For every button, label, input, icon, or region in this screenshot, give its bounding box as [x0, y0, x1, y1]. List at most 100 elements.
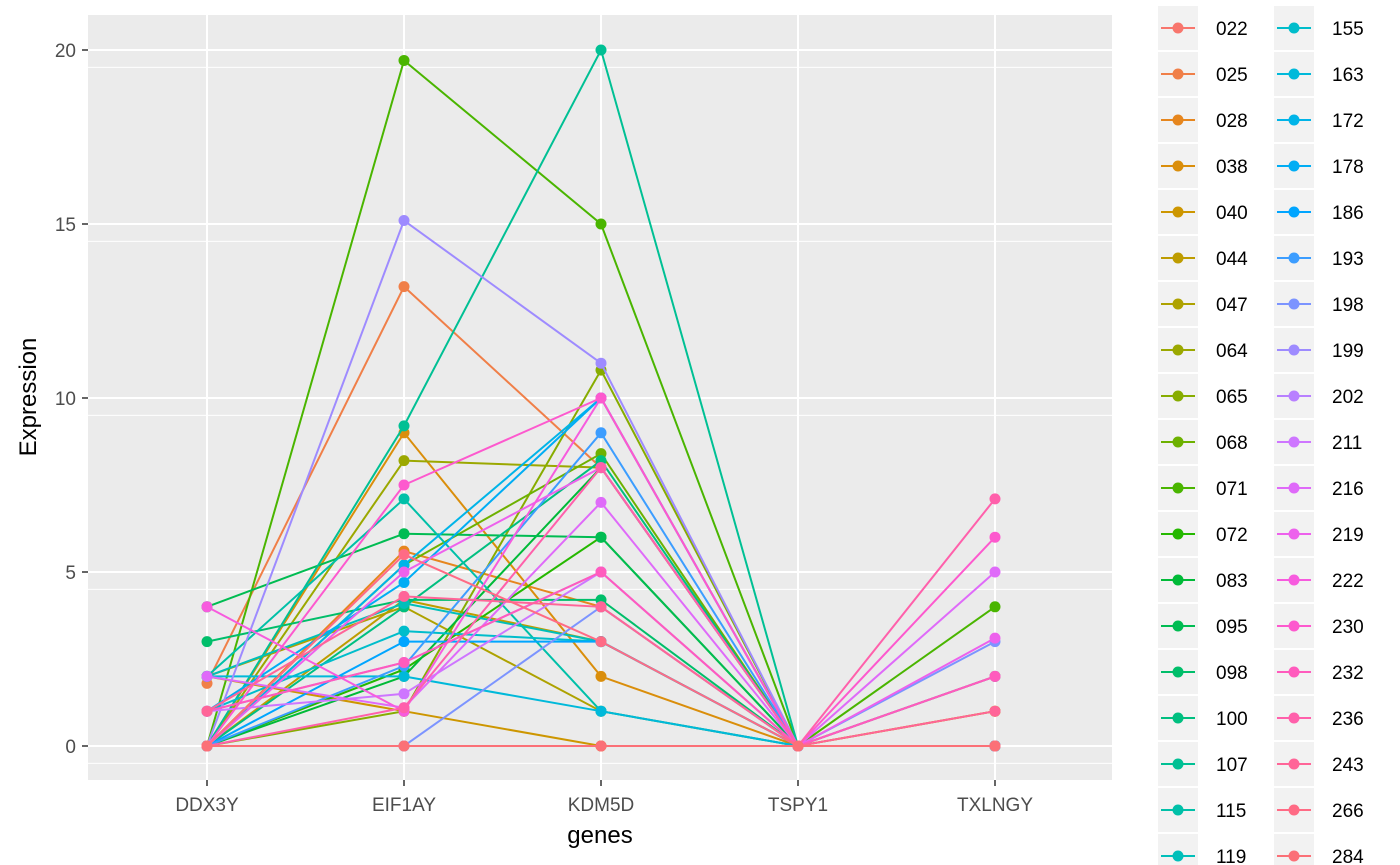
legend-key-point	[1288, 22, 1300, 34]
legend-key-point	[1288, 850, 1300, 862]
legend-key-point	[1288, 114, 1300, 126]
data-point	[989, 705, 1001, 717]
legend-item-025: 025	[1158, 52, 1248, 96]
data-point	[595, 357, 607, 369]
legend-key-point	[1172, 114, 1184, 126]
legend-label: 178	[1332, 157, 1364, 178]
legend-key-point	[1172, 574, 1184, 586]
data-point	[398, 528, 410, 540]
legend-label: 211	[1332, 433, 1362, 454]
legend-item-222: 222	[1274, 558, 1364, 602]
x-tick-label: TXLNGY	[957, 795, 1033, 816]
legend-label: 040	[1216, 203, 1248, 224]
legend-label: 284	[1332, 847, 1364, 865]
legend-item-202: 202	[1274, 374, 1364, 418]
legend-key-point	[1172, 758, 1184, 770]
legend-key-point	[1172, 436, 1184, 448]
legend-key-point	[1172, 666, 1184, 678]
legend-label: 186	[1332, 203, 1364, 224]
data-point	[595, 740, 607, 752]
legend-label: 199	[1332, 341, 1364, 362]
data-point	[398, 590, 410, 602]
legend-label: 038	[1216, 157, 1248, 178]
legend-item-065: 065	[1158, 374, 1248, 418]
y-axis-title: Expression	[15, 338, 42, 457]
data-point	[398, 281, 410, 293]
legend-key-point	[1172, 298, 1184, 310]
y-tick-label: 20	[55, 41, 76, 62]
legend-label: 163	[1332, 65, 1364, 86]
legend-key-point	[1172, 620, 1184, 632]
legend-item-044: 044	[1158, 236, 1248, 280]
axes-layer: 0 5 10 15 20 DDX3Y EIF1AY KDM5D TSPY1 TXLNGY	[55, 41, 1033, 816]
data-point	[595, 566, 607, 578]
x-axis-title: genes	[567, 822, 632, 849]
data-point	[201, 740, 213, 752]
legend-label: 098	[1216, 663, 1248, 684]
legend-label: 198	[1332, 295, 1364, 316]
legend-label: 095	[1216, 617, 1248, 638]
legend-item-022: 022	[1158, 6, 1248, 50]
legend-label: 072	[1216, 525, 1248, 546]
legend-label: 100	[1216, 709, 1248, 730]
data-point	[398, 670, 410, 682]
data-point	[398, 54, 410, 66]
legend-item-071: 071	[1158, 466, 1248, 510]
data-point	[201, 670, 213, 682]
data-point	[989, 740, 1001, 752]
legend-item-028: 028	[1158, 98, 1248, 142]
legend-item-216: 216	[1274, 466, 1364, 510]
legend-key-point	[1288, 804, 1300, 816]
data-point	[398, 549, 410, 561]
legend-item-178: 178	[1274, 144, 1364, 188]
data-point	[989, 632, 1001, 644]
legend-key-point	[1288, 206, 1300, 218]
x-tick-label: DDX3Y	[175, 795, 239, 816]
data-point	[595, 670, 607, 682]
legend-item-115: 115	[1158, 788, 1246, 832]
legend-label: 044	[1216, 249, 1248, 270]
legend-key-point	[1288, 390, 1300, 402]
legend-label: 083	[1216, 571, 1248, 592]
legend-label: 025	[1216, 65, 1248, 86]
x-tick-label: TSPY1	[768, 795, 828, 816]
data-point	[989, 493, 1001, 505]
legend-label: 022	[1216, 19, 1248, 40]
legend-item-199: 199	[1274, 328, 1364, 372]
data-point	[989, 566, 1001, 578]
legend-key-point	[1288, 620, 1300, 632]
y-tick-label: 15	[55, 215, 76, 236]
legend-item-284: 284	[1274, 834, 1364, 865]
legend-key-point	[1288, 436, 1300, 448]
data-point	[595, 496, 607, 508]
legend-label: 193	[1332, 249, 1364, 270]
legend-item-083: 083	[1158, 558, 1248, 602]
data-point	[398, 455, 410, 467]
legend-item-219: 219	[1274, 512, 1364, 556]
legend-item-047: 047	[1158, 282, 1248, 326]
data-point	[398, 566, 410, 578]
legend-key-point	[1172, 804, 1184, 816]
legend-item-098: 098	[1158, 650, 1248, 694]
legend-key-point	[1288, 344, 1300, 356]
data-point	[595, 705, 607, 717]
legend-key-point	[1288, 482, 1300, 494]
legend-item-155: 155	[1274, 6, 1364, 50]
legend-key-point	[1172, 712, 1184, 724]
data-point	[398, 215, 410, 227]
legend-label: 068	[1216, 433, 1248, 454]
legend-key-point	[1172, 850, 1184, 862]
legend-key-point	[1288, 160, 1300, 172]
y-tick-label: 5	[65, 563, 76, 584]
legend-key-point	[1172, 528, 1184, 540]
data-point	[201, 636, 213, 648]
legend-label: 202	[1332, 387, 1364, 408]
y-tick-label: 0	[65, 737, 76, 758]
legend-key-point	[1172, 390, 1184, 402]
legend-item-236: 236	[1274, 696, 1364, 740]
data-point	[595, 218, 607, 230]
legend-key-point	[1172, 482, 1184, 494]
legend-label: 222	[1332, 571, 1364, 592]
data-point	[201, 601, 213, 613]
